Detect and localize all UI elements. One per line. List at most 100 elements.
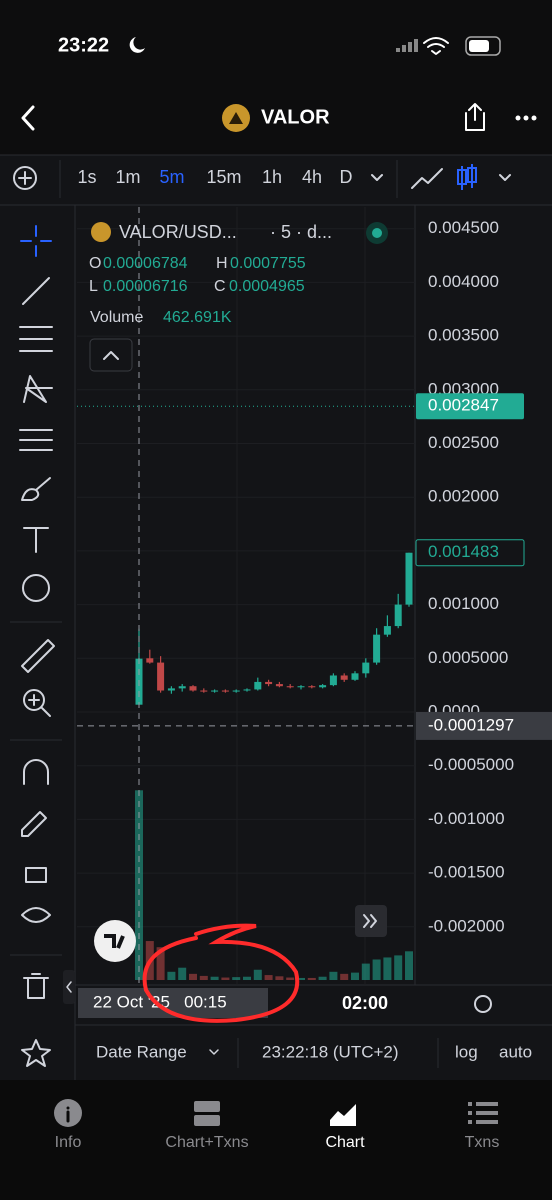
brush-tool[interactable]: [21, 477, 51, 501]
interval-button[interactable]: D: [340, 167, 353, 187]
pattern-tool[interactable]: [23, 375, 53, 403]
tradingview-mark: [104, 934, 125, 949]
back-button[interactable]: [21, 105, 35, 131]
candle-body: [329, 675, 337, 686]
annotation-circle: [142, 923, 300, 1023]
scroll-to-end-arrow: [363, 914, 377, 928]
token-logo-mark: [229, 112, 243, 124]
battery-icon: [465, 36, 501, 56]
chart-bg: [0, 155, 552, 1080]
hide-tool[interactable]: [21, 907, 51, 923]
crosshair-price-label: -0.0001297: [428, 715, 514, 734]
tab-label[interactable]: Txns: [465, 1134, 500, 1151]
interval-button[interactable]: 4h: [302, 167, 322, 187]
interval-button[interactable]: 1s: [77, 167, 96, 187]
legend-close: 0.0004965: [229, 278, 305, 295]
x-tick-label: 02:00: [342, 993, 388, 1013]
interval-group: 1s 1m 5m 15m 1h 4h D: [77, 167, 352, 187]
legend-high: 0.0007755: [230, 255, 306, 272]
lock-tool[interactable]: [25, 867, 47, 883]
chart-type-dropdown[interactable]: [499, 174, 511, 181]
legend-collapse[interactable]: [89, 338, 133, 372]
crosshair-tool[interactable]: [20, 225, 52, 257]
projection-tool[interactable]: [19, 429, 53, 451]
auto-toggle[interactable]: auto: [499, 1042, 532, 1061]
interval-button[interactable]: 1m: [115, 167, 140, 187]
interval-button[interactable]: 1h: [262, 167, 282, 187]
share-button[interactable]: [465, 103, 485, 131]
volume-bar: [210, 976, 219, 980]
current-price-tag: [416, 393, 524, 420]
candle-body: [232, 690, 240, 692]
crosshair-time-label: 22 Oct '25 00:15: [93, 992, 227, 1011]
zoom-tool[interactable]: [23, 689, 45, 711]
log-toggle[interactable]: log: [455, 1042, 478, 1061]
candle-body: [189, 686, 197, 691]
y-tick-label: -0.001500: [428, 863, 505, 882]
tab-label[interactable]: Chart+Txns: [165, 1134, 248, 1151]
tab-label[interactable]: Info: [55, 1134, 82, 1151]
trendline-tool[interactable]: [22, 277, 50, 305]
legend-collapse-arrow: [103, 351, 119, 360]
volume-bar: [167, 971, 176, 980]
more-button[interactable]: [515, 115, 537, 121]
scroll-to-end[interactable]: [355, 905, 387, 937]
y-tick-label: 0.0005000: [428, 648, 508, 667]
volume-bar: [135, 790, 143, 980]
clock: 23:22:18 (UTC+2): [262, 1042, 399, 1061]
candle-body: [211, 690, 219, 692]
txns-icon: [468, 1102, 498, 1124]
candle-body: [221, 690, 229, 692]
y-tick-label: -0.001000: [428, 809, 505, 828]
volume-bar: [286, 977, 295, 980]
add-indicator-button[interactable]: [13, 166, 37, 190]
candle-body: [146, 658, 154, 663]
volume-bar: [264, 975, 273, 980]
legend-low: 0.00006716: [103, 278, 188, 295]
y-tick-label: 0.002000: [428, 487, 499, 506]
sidebar-toggle[interactable]: [63, 970, 75, 1004]
volume-bar: [318, 976, 327, 980]
volume-bar: [405, 951, 413, 980]
favorites-tool[interactable]: [21, 1039, 51, 1067]
y-tick-label: 0.004000: [428, 272, 499, 291]
add-indicator-plus: [18, 171, 32, 185]
legend-details: · 5 · d...: [270, 222, 332, 242]
lock-drawing-tool[interactable]: [21, 811, 47, 837]
interval-button[interactable]: 5m: [159, 167, 184, 187]
grid: [77, 207, 415, 985]
legend-logo: [91, 222, 111, 242]
interval-button[interactable]: 15m: [206, 167, 241, 187]
volume-bar: [329, 971, 338, 980]
tab-label[interactable]: Chart: [325, 1134, 365, 1151]
interval-dropdown[interactable]: [371, 174, 383, 181]
text-tool[interactable]: [23, 527, 49, 553]
last-close-tag: [415, 539, 525, 567]
tab-labels: Info Chart+Txns Chart Txns: [55, 1134, 500, 1151]
volume-bar: [383, 957, 392, 980]
magnet-tool[interactable]: [23, 759, 49, 785]
axis-settings[interactable]: [474, 995, 492, 1013]
candle-type-button[interactable]: [457, 164, 477, 190]
battery-level: [469, 40, 489, 52]
candle-body: [308, 686, 316, 688]
delete-tool[interactable]: [23, 973, 49, 999]
candle-body: [275, 684, 283, 687]
volume-bar: [394, 955, 403, 980]
legend-volume: 462.691K: [163, 309, 232, 326]
candle-body: [200, 690, 208, 692]
ruler-tool[interactable]: [21, 639, 55, 673]
candle-body: [286, 686, 294, 688]
y-tick-label: 0.002500: [428, 433, 499, 452]
legend-high-label: H: [216, 255, 228, 272]
line-type-button[interactable]: [411, 168, 443, 189]
volume-bar: [351, 972, 359, 980]
emoji-tool[interactable]: [22, 574, 50, 602]
tool-sidebar: [10, 225, 62, 1067]
date-range-button[interactable]: Date Range: [96, 1042, 187, 1061]
volume-bar: [361, 963, 370, 980]
candle-body: [394, 604, 402, 627]
volume-bar: [253, 969, 262, 980]
fib-tool[interactable]: [19, 326, 53, 352]
chart-txns-icon: [194, 1115, 220, 1126]
